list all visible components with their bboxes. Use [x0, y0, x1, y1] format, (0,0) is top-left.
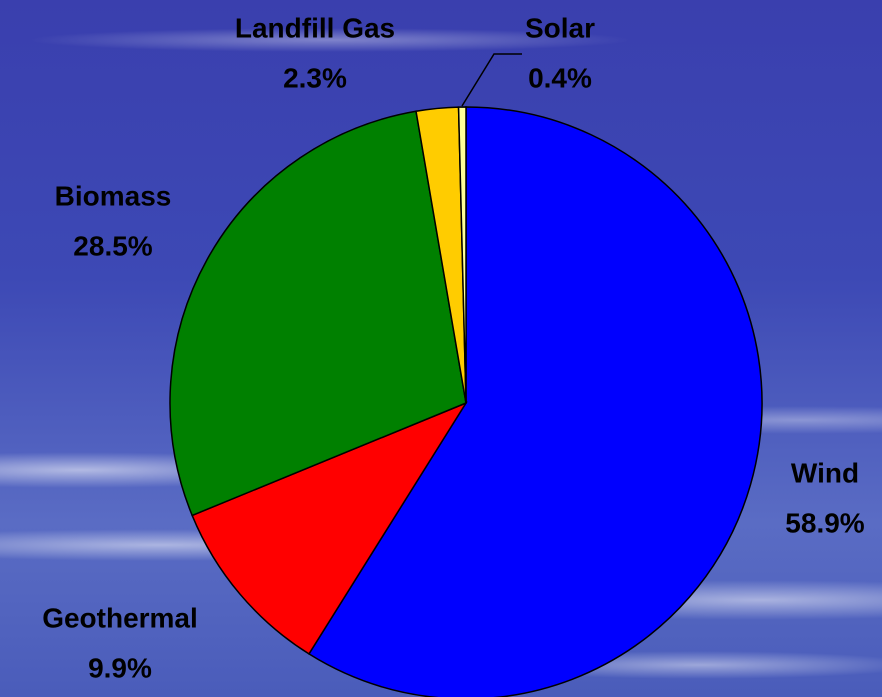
slice-value-label: 58.9%	[785, 507, 864, 538]
slice-value-label: 9.9%	[88, 652, 152, 683]
slice-value-label: 0.4%	[528, 62, 592, 93]
pie-slice	[169, 110, 467, 517]
pie-slice	[307, 106, 763, 697]
slice-label: Biomass	[55, 180, 172, 211]
slice-label: Solar	[525, 12, 595, 43]
leader-line	[461, 53, 522, 107]
pie-slice	[457, 106, 467, 404]
slice-label: Geothermal	[42, 602, 198, 633]
slice-label: Landfill Gas	[235, 12, 395, 43]
slice-value-label: 2.3%	[283, 62, 347, 93]
slice-label: Wind	[791, 457, 859, 488]
pie-slice	[191, 401, 468, 655]
slice-value-label: 28.5%	[73, 230, 152, 261]
